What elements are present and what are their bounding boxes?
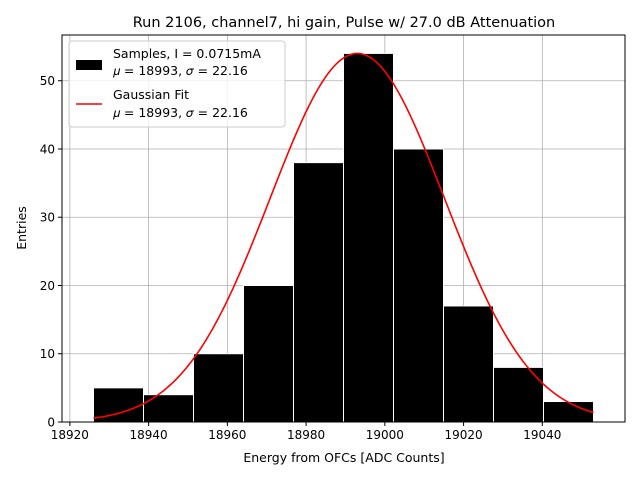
x-tick-label: 18940 bbox=[130, 428, 168, 442]
chart-title: Run 2106, channel7, hi gain, Pulse w/ 27… bbox=[133, 15, 556, 31]
x-axis-ticks: 18920 18940 18960 18980 19000 19020 19040 bbox=[51, 422, 561, 442]
y-tick-label: 30 bbox=[40, 211, 55, 225]
y-axis-ticks: 0 10 20 30 40 50 bbox=[40, 74, 62, 430]
gaussian-fit-line bbox=[93, 52, 594, 419]
histogram-bar bbox=[192, 353, 244, 423]
y-tick-label: 40 bbox=[40, 142, 55, 156]
x-axis-label: Energy from OFCs [ADC Counts] bbox=[243, 450, 444, 465]
y-tick-label: 10 bbox=[40, 347, 55, 361]
histogram-bar bbox=[543, 401, 595, 423]
histogram-bar bbox=[443, 305, 495, 423]
x-tick-label: 18980 bbox=[287, 428, 325, 442]
histogram-bar bbox=[493, 366, 545, 423]
legend-samples-stats: 𝜇 = 18993, 𝜎 = 22.16 bbox=[113, 63, 248, 78]
histogram-bar bbox=[343, 52, 395, 423]
x-tick-label: 19040 bbox=[523, 428, 561, 442]
x-tick-label: 18960 bbox=[208, 428, 246, 442]
histogram-bar bbox=[292, 162, 344, 423]
legend: Samples, I = 0.0715mA 𝜇 = 18993, 𝜎 = 22.… bbox=[68, 40, 286, 128]
legend-bar-swatch bbox=[76, 60, 102, 70]
y-axis-label: Entries bbox=[14, 206, 29, 250]
legend-box bbox=[68, 40, 286, 128]
x-tick-label: 18920 bbox=[51, 428, 89, 442]
legend-fit-label: Gaussian Fit bbox=[113, 87, 189, 102]
legend-fit-stats: 𝜇 = 18993, 𝜎 = 22.16 bbox=[113, 105, 248, 120]
y-tick-label: 50 bbox=[40, 74, 55, 88]
x-tick-label: 19000 bbox=[366, 428, 404, 442]
y-tick-label: 20 bbox=[40, 279, 55, 293]
y-tick-label: 0 bbox=[47, 416, 55, 430]
histogram-bar bbox=[242, 284, 294, 423]
histogram-bar bbox=[393, 148, 445, 423]
x-tick-label: 19020 bbox=[444, 428, 482, 442]
plot-frame bbox=[61, 34, 626, 423]
legend-samples-label: Samples, I = 0.0715mA bbox=[113, 46, 261, 61]
